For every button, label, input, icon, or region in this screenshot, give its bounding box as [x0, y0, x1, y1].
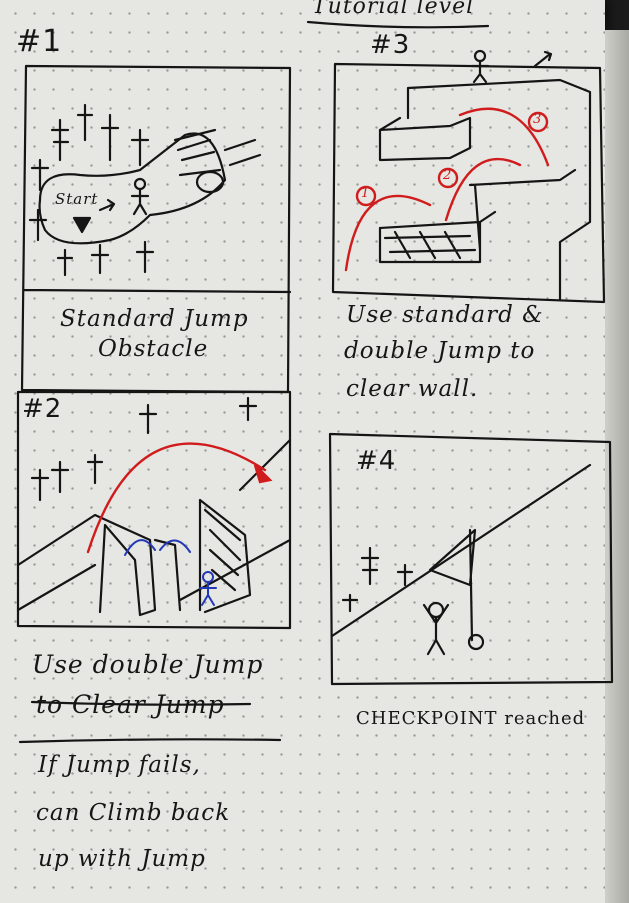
panel-2-terrain: [16, 438, 292, 617]
panel-1-caption-1: Standard Jump: [60, 306, 249, 332]
panel-3-red-arrow-2: [444, 157, 522, 222]
panel-3-number: #3: [370, 30, 411, 60]
panel-3-caption-3: clear wall.: [346, 376, 479, 402]
panel-3-red-arrow-3: [458, 107, 550, 167]
panel-3-frame: [331, 62, 606, 304]
panel-4-number: #4: [356, 446, 397, 476]
panel-3-caption-2: double Jump to: [344, 338, 536, 364]
jump-underline: [30, 700, 252, 706]
panel-2-blue-jumps: [124, 539, 191, 556]
start-marker: [72, 216, 92, 234]
panel-2-caption-2: to Clear Jump: [36, 690, 225, 719]
stick-figure-4: [422, 603, 450, 656]
panel-1-island: [38, 132, 227, 245]
panel-4-trees: [341, 546, 414, 613]
note-divider: [18, 738, 282, 744]
marker-2: 2: [443, 168, 453, 183]
stick-figure-2: [199, 582, 217, 606]
start-label: Start: [55, 190, 99, 208]
note-line-3: up with Jump: [38, 846, 206, 872]
panel-4-slope: [330, 463, 592, 638]
panel-2-caption-1: Use double Jump: [32, 650, 264, 679]
panel-3-red-arrow-1: [344, 194, 432, 272]
stick-figure-3: [470, 50, 553, 84]
next-notebook-page: [605, 30, 629, 903]
marker-1: 1: [361, 186, 371, 201]
panel-4-caption: CHECKPOINT reached: [356, 708, 586, 729]
note-line-1: If Jump fails,: [38, 752, 201, 778]
note-line-2: can Climb back: [36, 800, 231, 826]
panel-2-frame: [16, 390, 292, 630]
panel-1-trees: [28, 103, 155, 277]
panel-3-blocks: [378, 78, 592, 302]
title-underline: [306, 20, 490, 29]
panel-1-caption-2: Obstacle: [98, 336, 209, 362]
stick-figure-1: [130, 188, 150, 216]
notebook-page: [0, 0, 605, 903]
panel-4-frame: [328, 432, 614, 686]
checkpoint-flag: [428, 528, 477, 642]
panel-2-number: #2: [22, 394, 63, 424]
panel-2-trees: [30, 396, 258, 502]
marker-3: 3: [533, 112, 543, 127]
panel-1-tube: [173, 128, 222, 177]
panel-3-caption-1: Use standard &: [346, 302, 544, 328]
panel-2-red-arrow: [86, 442, 267, 554]
panel-1-number: #1: [16, 24, 63, 59]
page-title: Tutorial level: [312, 0, 475, 19]
